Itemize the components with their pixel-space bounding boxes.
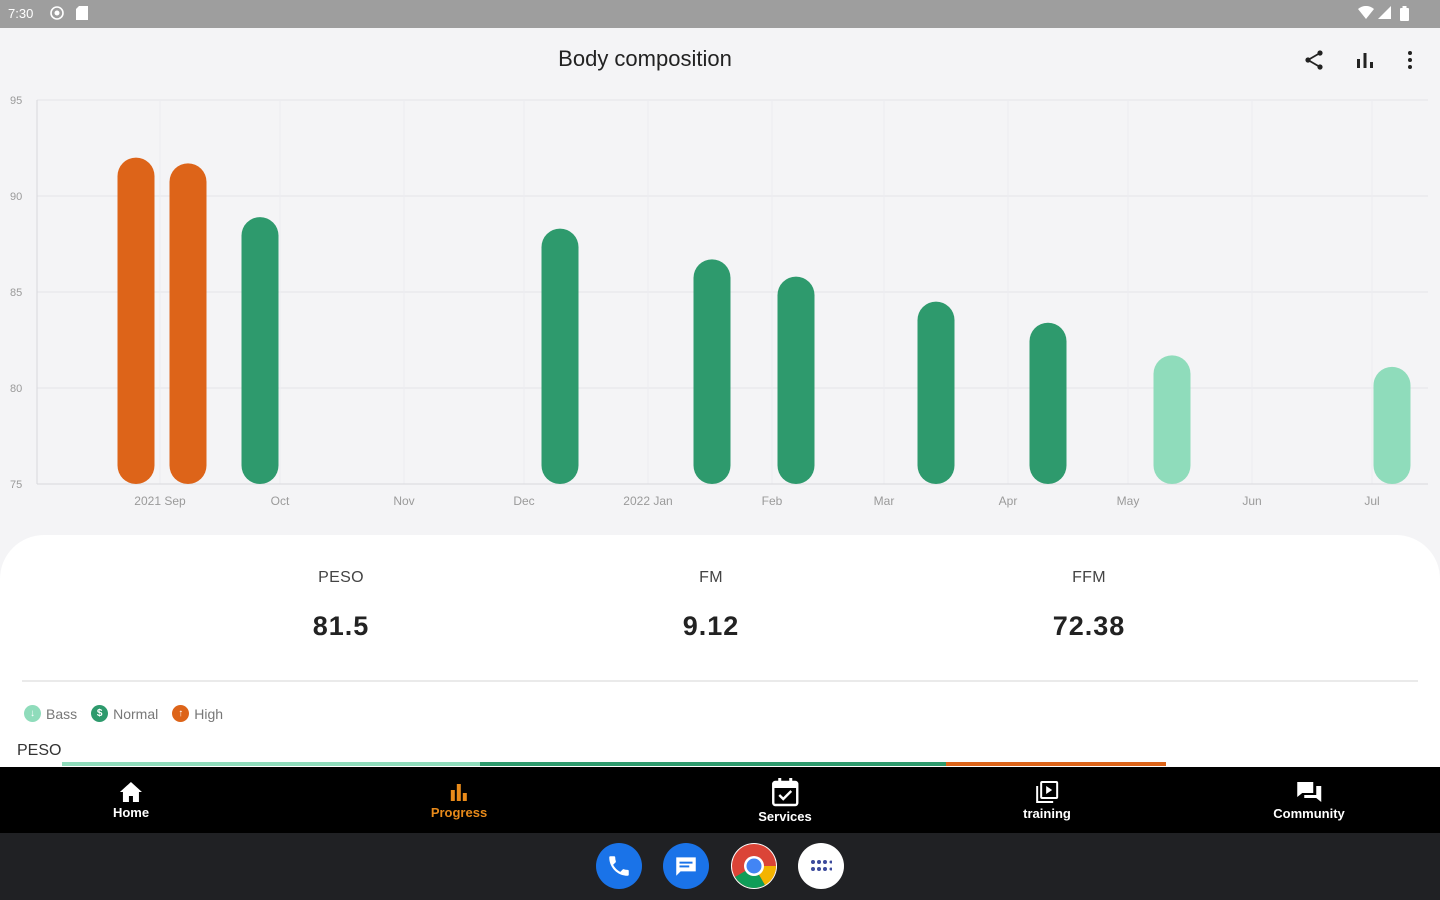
legend-item-normal: $ Normal (91, 705, 158, 722)
x-tick-label: Jun (1242, 494, 1261, 508)
body-composition-chart: 95 90 85 80 75 2021 Sep Oct Nov Dec 2022 Jan Feb Ma… (0, 92, 1440, 532)
x-tick-label: Oct (271, 494, 290, 508)
app-drawer[interactable] (798, 843, 844, 889)
x-tick-label: Nov (393, 494, 414, 508)
phone-icon (609, 856, 629, 876)
section-label: PESO (17, 742, 62, 759)
home-icon (120, 781, 142, 802)
chart-bar (1373, 366, 1411, 484)
more-options-button[interactable] (1394, 44, 1426, 76)
legend-label: Bass (46, 705, 78, 722)
nav-label: Progress (430, 804, 488, 820)
app-bar: Body composition (0, 28, 1440, 92)
legend-item-bass: ↓ Bass (24, 705, 77, 722)
chart-view-button[interactable] (1349, 44, 1381, 76)
nav-training[interactable]: training (1023, 767, 1071, 833)
x-tick-label: Apr (999, 494, 1018, 508)
metric-value: 81.5 (312, 611, 370, 641)
metric-label: FM (699, 569, 723, 586)
status-time: 7:30 (8, 6, 34, 21)
x-tick-label: Dec (513, 494, 534, 508)
sd-card-icon (76, 6, 88, 23)
metric-value: 9.12 (682, 611, 740, 641)
video-library-icon (1035, 780, 1058, 803)
arrow-down-icon: ↓ (24, 705, 41, 722)
phone-app[interactable] (596, 843, 642, 889)
nav-label: Community (1273, 805, 1345, 821)
page-title: Body composition (558, 46, 732, 71)
x-tick-label: Feb (762, 494, 783, 508)
nav-label: Home (112, 804, 150, 820)
arrow-up-icon: ↑ (172, 705, 190, 722)
notification-icon (50, 6, 64, 23)
y-tick-label: 90 (10, 191, 22, 203)
nav-services[interactable]: Services (758, 767, 812, 833)
app-drawer-icon (811, 860, 832, 871)
system-dock (0, 833, 1440, 900)
dollar-icon: $ (91, 705, 109, 722)
x-tick-label: 2022 Jan (623, 494, 672, 508)
nav-label: training (1023, 805, 1071, 821)
bar-chart-icon (451, 783, 467, 801)
nav-community[interactable]: Community (1273, 767, 1345, 833)
status-legend: ↓ Bass $ Normal ↑ High (24, 705, 223, 722)
nav-home[interactable]: Home (113, 767, 149, 833)
metric-label: FFM (1072, 569, 1106, 586)
bar-chart-icon (1357, 53, 1373, 68)
chart-bar (1029, 322, 1067, 484)
more-vert-icon (1408, 51, 1412, 69)
y-tick-label: 75 (10, 479, 22, 491)
chrome-icon (732, 844, 776, 888)
chart-bar (241, 217, 279, 484)
chart-bar (693, 259, 731, 484)
chart-bar (1153, 355, 1191, 484)
legend-label: High (194, 705, 224, 722)
summary-card: PESO 81.5 FM 9.12 FFM 72.38 ↓ Bass $ Nor… (0, 535, 1440, 767)
legend-label: Normal (113, 705, 159, 722)
chart-bar (117, 157, 155, 484)
battery-icon (1400, 6, 1409, 24)
messages-icon (676, 857, 696, 876)
legend-item-high: ↑ High (172, 705, 223, 722)
metric-value: 72.38 (1052, 611, 1126, 641)
y-tick-label: 80 (10, 383, 22, 395)
metric-fm: FM 9.12 (601, 569, 821, 642)
nav-label: Services (758, 808, 812, 824)
scale-bar-normal (480, 762, 946, 766)
x-tick-label: Jul (1364, 494, 1379, 508)
metric-ffm: FFM 72.38 (979, 569, 1199, 642)
signal-icon (1378, 6, 1391, 22)
x-tick-label: May (1117, 494, 1140, 508)
scale-bar-bass (62, 762, 480, 766)
x-tick-label: 2021 Sep (134, 494, 186, 508)
chart-bar (169, 163, 207, 485)
chat-icon (1297, 781, 1321, 802)
chart-bar (777, 276, 815, 484)
scale-bar-high (946, 762, 1166, 766)
bottom-navigation: Home Progress Services training Communit… (0, 767, 1440, 833)
divider (22, 680, 1418, 682)
metric-peso: PESO 81.5 (231, 569, 451, 642)
x-tick-label: Mar (874, 494, 895, 508)
chart-svg: 95 90 85 80 75 2021 Sep Oct Nov Dec 2022 Jan Feb Ma… (10, 95, 1428, 508)
chart-bar (541, 228, 579, 484)
nav-progress[interactable]: Progress (431, 767, 487, 833)
chrome-app[interactable] (731, 843, 777, 889)
y-tick-label: 95 (10, 95, 22, 107)
metric-label: PESO (318, 569, 364, 586)
wifi-icon (1358, 5, 1374, 22)
calendar-check-icon (771, 777, 799, 806)
chart-bar (917, 301, 955, 484)
share-icon (1305, 50, 1323, 70)
status-bar: 7:30 (0, 0, 1440, 28)
y-tick-label: 85 (10, 287, 22, 299)
share-button[interactable] (1298, 44, 1330, 76)
messages-app[interactable] (663, 843, 709, 889)
